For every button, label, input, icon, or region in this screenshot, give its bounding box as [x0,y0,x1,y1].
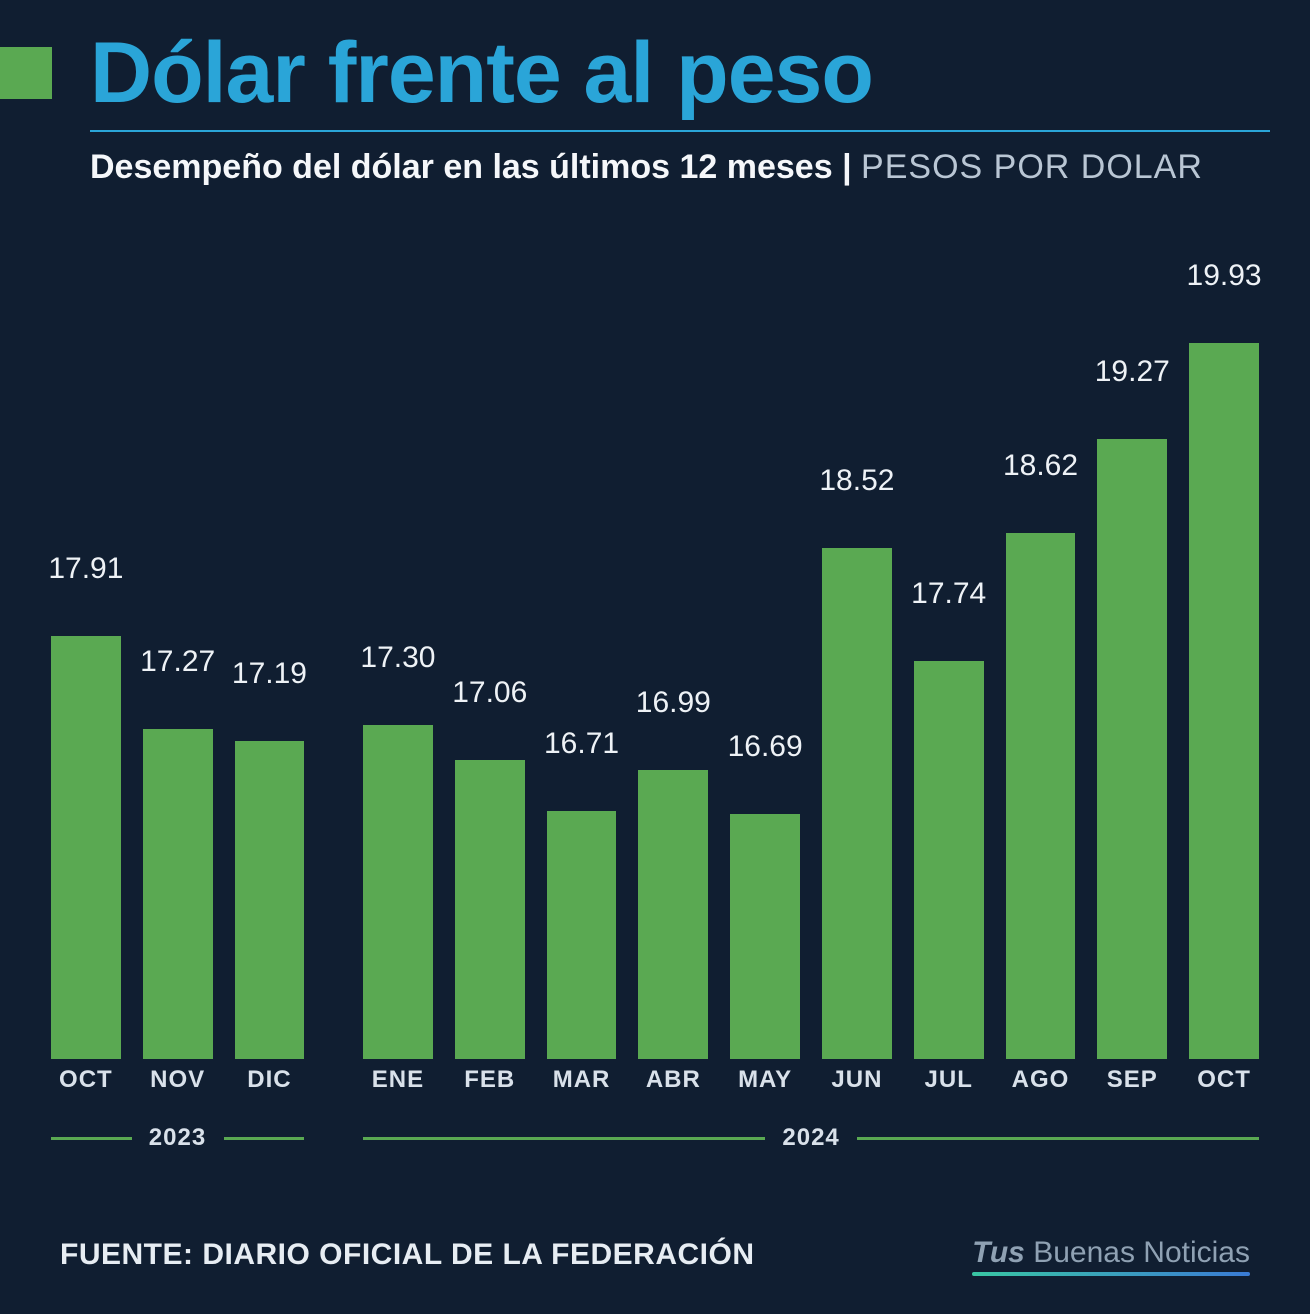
x-tick-label: DIC [224,1066,316,1094]
brand-rest: Buenas Noticias [1025,1236,1250,1269]
bar-value-label: 17.91 [35,552,137,594]
source-text: FUENTE: DIARIO OFICIAL DE LA FEDERACIÓN [60,1238,755,1272]
x-tick-label: FEB [444,1066,536,1094]
footer: FUENTE: DIARIO OFICIAL DE LA FEDERACIÓN … [60,1236,1250,1272]
year-line [363,1137,765,1140]
brand-tus: Tus [972,1236,1025,1269]
chart-xaxis: OCTNOVDICENEFEBMARABRMAYJUNJULAGOSEPOCT [40,1066,1270,1106]
source-label: FUENTE: [60,1238,202,1271]
bar-column: 19.27 [1097,260,1167,1059]
x-tick-label: AGO [995,1066,1087,1094]
bar [455,760,525,1059]
subtitle-main: Desempeño del dólar en las últimos 12 me… [90,148,833,186]
bar-value-label: 17.30 [347,641,449,683]
bar-column: 18.62 [1006,260,1076,1059]
x-tick-label: ABR [627,1066,719,1094]
bar-column: 17.30 [363,260,433,1059]
x-tick-label: JUN [811,1066,903,1094]
year-group: 2024 [363,1124,1259,1154]
bar-column: 16.99 [638,260,708,1059]
bar [822,548,892,1059]
bar [547,811,617,1059]
x-tick-label: SEP [1086,1066,1178,1094]
bar [914,661,984,1059]
bar-value-label: 17.19 [219,657,321,699]
x-tick-label: MAR [536,1066,628,1094]
title-marker-icon [0,47,52,99]
bar [235,741,305,1059]
x-tick-label: MAY [719,1066,811,1094]
bar [1097,439,1167,1059]
bar-value-label: 17.74 [898,577,1000,619]
bar [1189,343,1259,1059]
bar-value-label: 18.52 [806,464,908,506]
bar-value-label: 19.93 [1173,259,1275,301]
x-tick-label: NOV [132,1066,224,1094]
subtitle-unit: PESOS POR DOLAR [861,148,1203,186]
header: Dólar frente al peso [0,0,1310,124]
bar-value-label: 16.99 [622,686,724,728]
bar-column: 17.06 [455,260,525,1059]
bar-column: 17.91 [51,260,121,1059]
bar-column: 16.71 [547,260,617,1059]
bar-column: 17.19 [235,260,305,1059]
bar-column: 18.52 [822,260,892,1059]
bar-column: 17.27 [143,260,213,1059]
year-label: 2024 [775,1124,847,1152]
year-group: 2023 [51,1124,304,1154]
bar [730,814,800,1060]
bar-column: 19.93 [1189,260,1259,1059]
brand-logo: Tus Buenas Noticias [972,1236,1250,1272]
chart-year-band: 2023 2024 [40,1124,1270,1164]
x-tick-label: OCT [1178,1066,1270,1094]
x-tick-label: OCT [40,1066,132,1094]
bar-column: 17.74 [914,260,984,1059]
bar-value-label: 19.27 [1081,355,1183,397]
x-tick-label: ENE [352,1066,444,1094]
bar-value-label: 18.62 [990,449,1092,491]
chart-subtitle: Desempeño del dólar en las últimos 12 me… [0,142,1310,189]
bar [1006,533,1076,1059]
subtitle-separator: | [833,148,861,186]
bar-column: 16.69 [730,260,800,1059]
chart-area: 17.9117.2717.1917.3017.0616.7116.9916.69… [40,260,1270,1164]
x-tick-label: JUL [903,1066,995,1094]
year-line [51,1137,132,1140]
chart-title: Dólar frente al peso [90,30,873,116]
bar [51,636,121,1059]
year-line [224,1137,305,1140]
year-line [857,1137,1259,1140]
title-rule [90,130,1270,132]
brand-underline [972,1272,1250,1276]
bar-value-label: 17.06 [439,676,541,718]
bar [363,725,433,1059]
bar [638,770,708,1059]
chart-plot: 17.9117.2717.1917.3017.0616.7116.9916.69… [40,260,1270,1059]
bar-value-label: 16.69 [714,730,816,772]
source-value: DIARIO OFICIAL DE LA FEDERACIÓN [202,1238,754,1271]
year-label: 2023 [142,1124,214,1152]
bar-value-label: 17.27 [127,645,229,687]
bar-value-label: 16.71 [531,727,633,769]
bar [143,729,213,1059]
